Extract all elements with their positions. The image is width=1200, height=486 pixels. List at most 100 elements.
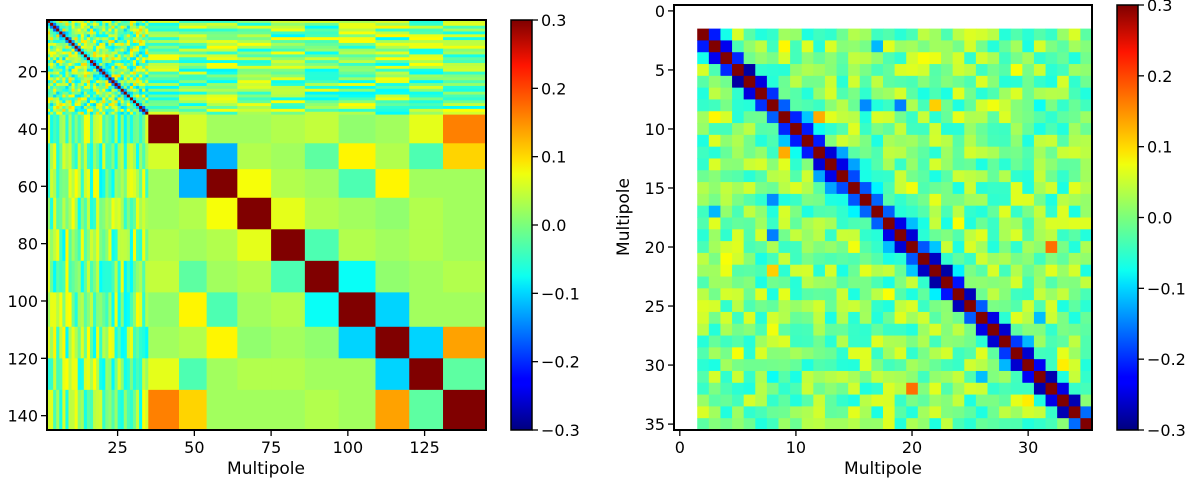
left-cell-strip — [179, 71, 208, 75]
left-cell-fine — [139, 20, 143, 24]
right-cell — [732, 418, 745, 431]
left-cell-fine — [74, 85, 79, 90]
left-x-tick-label: 50 — [184, 438, 204, 457]
right-cell — [952, 99, 965, 112]
left-cell-strip — [65, 292, 69, 328]
right-cell — [824, 335, 838, 348]
right-cell — [929, 288, 942, 301]
left-cell-fine — [80, 83, 85, 87]
left-cell-fine — [126, 25, 131, 30]
right-cell — [813, 40, 826, 53]
right-cell — [871, 134, 884, 148]
left-cell-strip — [338, 65, 376, 70]
left-cell-fine — [86, 85, 91, 90]
left-cell-fine — [123, 57, 128, 61]
left-cell-strip — [443, 97, 487, 101]
left-cell-fine — [129, 42, 134, 47]
left-cell-coarse — [148, 197, 180, 230]
left-cell-strip — [338, 111, 376, 116]
right-cell — [1022, 394, 1035, 407]
left-cell-fine — [50, 54, 54, 58]
left-cell-fine — [123, 25, 128, 30]
left-cell-fine — [142, 57, 146, 61]
right-cell — [917, 229, 930, 242]
left-cell-fine — [129, 111, 134, 116]
right-cell — [917, 28, 930, 41]
left-cell-strip — [179, 85, 208, 90]
left-cell-fine — [74, 22, 79, 27]
left-cell-strip — [443, 106, 487, 110]
left-cell-strip — [375, 71, 410, 75]
left-cell-fine — [47, 97, 51, 101]
left-cell-fine — [93, 25, 97, 30]
left-cell-fine — [89, 42, 94, 47]
left-cell-fine — [96, 88, 100, 93]
right-cell — [1033, 370, 1047, 384]
left-cell-coarse — [237, 358, 272, 391]
left-cell-coarse — [237, 229, 272, 262]
left-cell-fine — [83, 34, 88, 38]
left-cell-strip — [99, 358, 103, 391]
left-cell-strip — [62, 114, 66, 144]
left-cell-fine — [62, 68, 66, 73]
left-cell-strip — [375, 85, 410, 90]
right-cell — [1068, 311, 1081, 325]
right-cell — [1068, 75, 1081, 89]
left-cell-fine — [50, 74, 54, 78]
left-cell-strip — [86, 169, 91, 199]
left-cell-fine — [93, 28, 97, 32]
left-cell-fine — [142, 80, 146, 84]
left-cell-fine — [126, 68, 131, 73]
left-cell-strip — [338, 54, 376, 58]
left-cell-fine — [108, 88, 112, 93]
left-cell-fine — [47, 77, 51, 81]
right-cell — [859, 300, 872, 313]
left-cell-strip — [65, 114, 69, 144]
right-cell — [743, 28, 756, 41]
left-cell-strip — [443, 74, 487, 78]
right-cell — [824, 406, 838, 419]
right-cell — [824, 75, 838, 89]
left-cell-fine — [89, 88, 94, 93]
left-cell-fine — [68, 103, 73, 107]
left-cell-strip — [338, 34, 376, 38]
right-cell — [1033, 205, 1047, 218]
left-cell-fine — [139, 65, 143, 70]
left-y-tick-label: 40 — [18, 120, 38, 139]
right-cell — [708, 359, 721, 372]
right-cell — [743, 241, 756, 254]
left-cell-fine — [89, 51, 94, 55]
left-cell-strip — [409, 106, 444, 110]
left-cell-strip — [409, 31, 444, 35]
right-cell — [894, 182, 907, 195]
right-cell — [836, 123, 849, 136]
left-cell-fine — [50, 100, 54, 104]
left-cell-fine — [114, 111, 119, 116]
left-cell-strip — [102, 326, 106, 359]
left-cell-fine — [89, 103, 94, 107]
right-cell — [894, 370, 907, 384]
right-cell — [1022, 134, 1035, 148]
left-cell-strip — [108, 229, 112, 262]
left-cell-coarse — [237, 197, 272, 230]
left-cell-fine — [126, 45, 131, 50]
right-cell — [708, 264, 721, 278]
right-cell — [1068, 99, 1081, 112]
right-cell — [755, 359, 768, 372]
right-cell — [766, 382, 779, 396]
left-cell-fine — [132, 45, 137, 50]
left-cell-fine — [129, 108, 134, 113]
right-cell — [883, 28, 896, 41]
left-cell-fine — [111, 31, 116, 35]
right-cell — [859, 64, 872, 77]
left-cell-fine — [50, 57, 54, 61]
left-cell-strip — [206, 28, 238, 32]
left-cell-fine — [108, 20, 112, 24]
right-cell — [929, 300, 942, 313]
right-cell — [801, 205, 814, 218]
left-cell-fine — [68, 45, 73, 50]
left-cell-fine — [136, 97, 140, 101]
left-cell-fine — [123, 74, 128, 78]
left-cell-fine — [68, 100, 73, 104]
left-cell-fine — [120, 42, 125, 47]
